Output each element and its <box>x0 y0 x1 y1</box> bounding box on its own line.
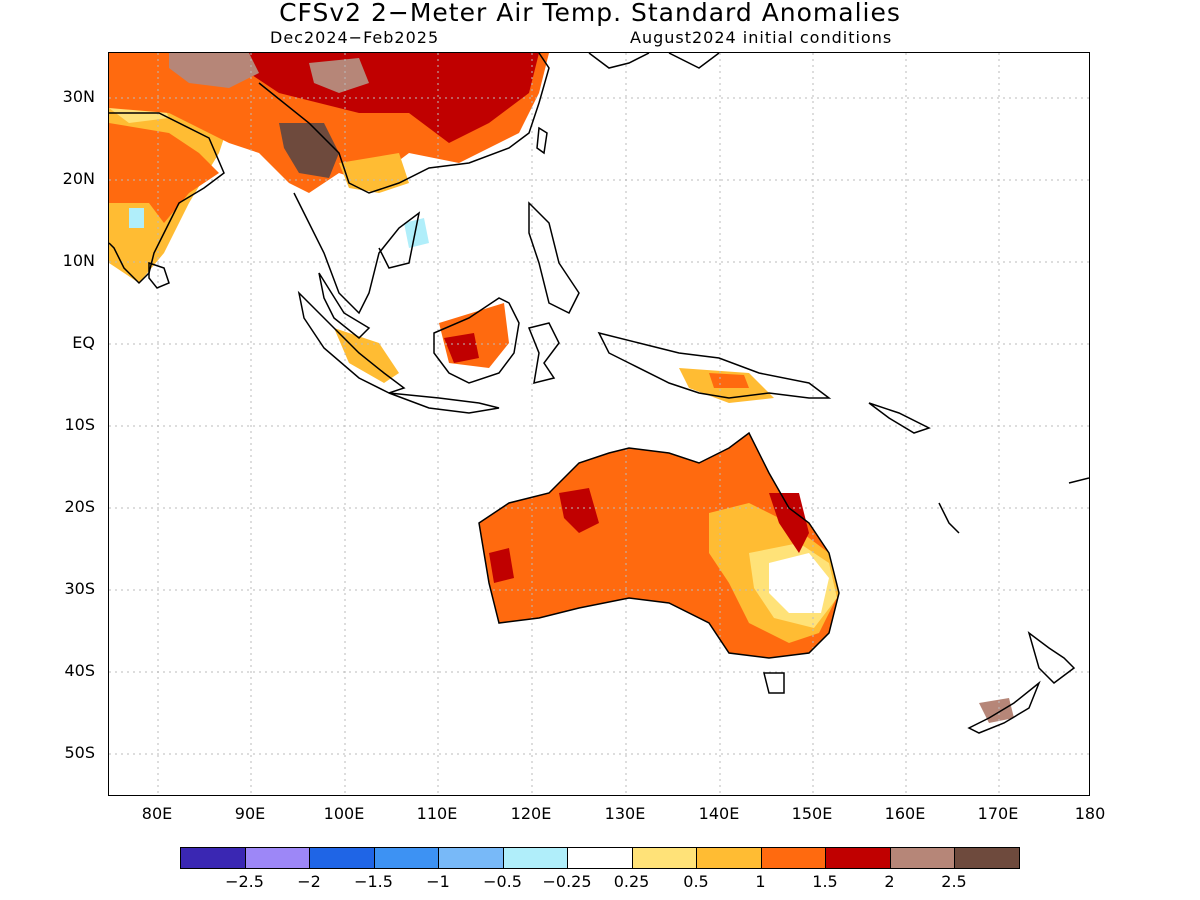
india-anomaly-15 <box>109 123 219 223</box>
coast-sulawesi <box>527 322 560 385</box>
coast-java <box>388 392 500 414</box>
coast-malay <box>318 272 371 340</box>
coast-tasmania <box>763 672 785 694</box>
borneo-anomaly-2 <box>444 333 479 363</box>
colorbar-swatch <box>631 847 697 869</box>
colorbar-swatch <box>889 847 955 869</box>
colorbar-label: −2 <box>297 872 321 891</box>
lon-label-150e: 150E <box>791 804 833 823</box>
colorbar-swatch <box>825 847 891 869</box>
nz-anomaly <box>979 698 1014 723</box>
sumatra-anomaly <box>334 328 399 383</box>
colorbar-label: −2.5 <box>225 872 264 891</box>
colorbar-label: −1.5 <box>354 872 393 891</box>
lon-label-110e: 110E <box>416 804 458 823</box>
coast-borneo <box>433 297 520 384</box>
coast-japan-korea <box>588 53 720 69</box>
coast-taiwan <box>536 126 548 155</box>
colorbar-label: 0.25 <box>613 872 650 891</box>
lon-label-130e: 130E <box>604 804 646 823</box>
coastlines <box>109 53 1089 734</box>
coast-new-zealand-north <box>1027 631 1076 684</box>
lat-label-eq: EQ <box>72 333 95 352</box>
lon-label-100e: 100E <box>323 804 365 823</box>
lon-label-140e: 140E <box>698 804 740 823</box>
lat-label-50s: 50S <box>64 743 95 762</box>
colorbar-swatch <box>438 847 504 869</box>
australia-anomaly-neutral <box>769 553 829 613</box>
lon-label-160e: 160E <box>884 804 926 823</box>
lat-label-40s: 40S <box>64 661 95 680</box>
colorbar-label: 1.5 <box>812 872 838 891</box>
coast-sumatra <box>297 290 406 394</box>
coast-philippines <box>528 201 580 315</box>
lat-label-20s: 20S <box>64 497 95 516</box>
lon-label-170e: 170E <box>977 804 1019 823</box>
anomaly-map <box>109 53 1089 795</box>
colorbar-label: 2.5 <box>941 872 967 891</box>
lat-label-10s: 10S <box>64 415 95 434</box>
anomaly-shading <box>109 53 1014 723</box>
lat-label-30s: 30S <box>64 579 95 598</box>
lon-label-90e: 90E <box>234 804 266 823</box>
colorbar-swatch <box>502 847 568 869</box>
colorbar-swatch <box>696 847 762 869</box>
lat-label-10n: 10N <box>62 251 95 270</box>
colorbar-swatch <box>567 847 633 869</box>
map-panel <box>108 52 1090 796</box>
coast-china <box>258 53 550 194</box>
graticule <box>109 53 1089 795</box>
lon-label-180: 180 <box>1074 804 1106 823</box>
lon-label-80e: 80E <box>141 804 173 823</box>
colorbar-label: 1 <box>755 872 766 891</box>
colorbar-label: −1 <box>426 872 450 891</box>
colorbar-swatch <box>180 847 246 869</box>
coast-sri-lanka <box>148 261 170 289</box>
australia-anomaly-2 <box>489 488 809 583</box>
colorbar-swatch <box>373 847 439 869</box>
coast-new-zealand-south <box>967 680 1041 734</box>
png-anomaly-15 <box>709 373 749 388</box>
colorbar-swatch <box>244 847 310 869</box>
coast-australia <box>478 431 840 659</box>
coast-vanuatu-fiji <box>938 477 1089 534</box>
lat-label-30n: 30N <box>62 87 95 106</box>
lat-label-20n: 20N <box>62 169 95 188</box>
colorbar-label: 2 <box>884 872 895 891</box>
colorbar-label: −0.25 <box>542 872 592 891</box>
coast-solomons <box>868 402 931 434</box>
colorbar-swatch <box>309 847 375 869</box>
colorbar-swatch <box>760 847 826 869</box>
lon-label-120e: 120E <box>510 804 552 823</box>
map-title: CFSv2 2−Meter Air Temp. Standard Anomali… <box>279 0 901 27</box>
colorbar-swatch <box>954 847 1020 869</box>
initial-conditions-label: August2024 initial conditions <box>630 28 893 47</box>
colorbar-label: 0.5 <box>683 872 709 891</box>
coast-new-guinea <box>597 331 832 399</box>
colorbar-label: −0.5 <box>483 872 522 891</box>
season-label: Dec2024−Feb2025 <box>270 28 440 47</box>
indochina-anomaly-1 <box>339 153 409 193</box>
coast-indochina <box>293 192 421 315</box>
tibet-anomaly-25 <box>279 123 339 178</box>
coast-india <box>109 112 225 285</box>
tibet-anomaly-2-5 <box>169 53 369 93</box>
